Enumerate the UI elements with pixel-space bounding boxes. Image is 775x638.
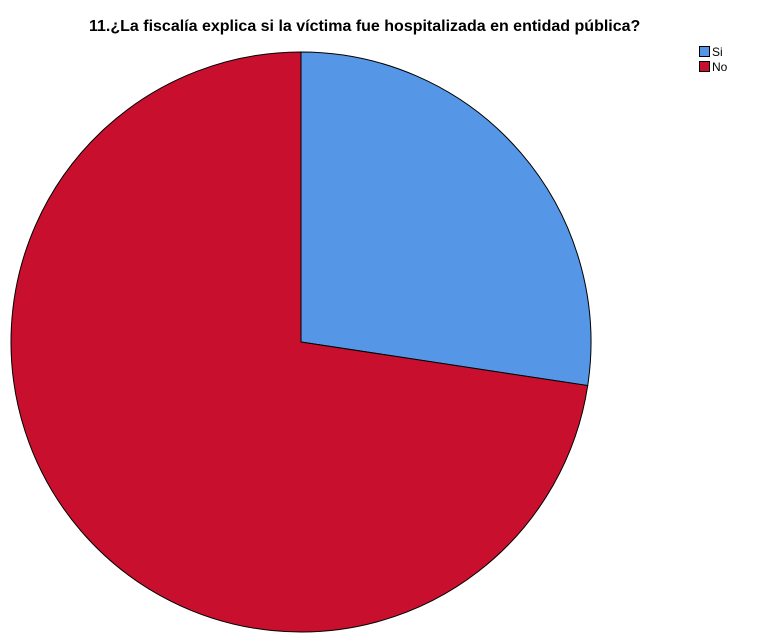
- chart-title: 11.¿La fiscalía explica si la víctima fu…: [89, 18, 641, 35]
- legend-label-no: No: [712, 59, 728, 74]
- pie-slice-si: [300, 51, 592, 387]
- legend-item-si: Si: [699, 44, 727, 59]
- legend-swatch-si: [699, 46, 710, 57]
- legend-swatch-no: [699, 61, 710, 72]
- pie-slice-no: [10, 51, 589, 633]
- legend: Si No: [699, 44, 727, 74]
- legend-label-si: Si: [712, 44, 723, 59]
- legend-item-no: No: [699, 59, 727, 74]
